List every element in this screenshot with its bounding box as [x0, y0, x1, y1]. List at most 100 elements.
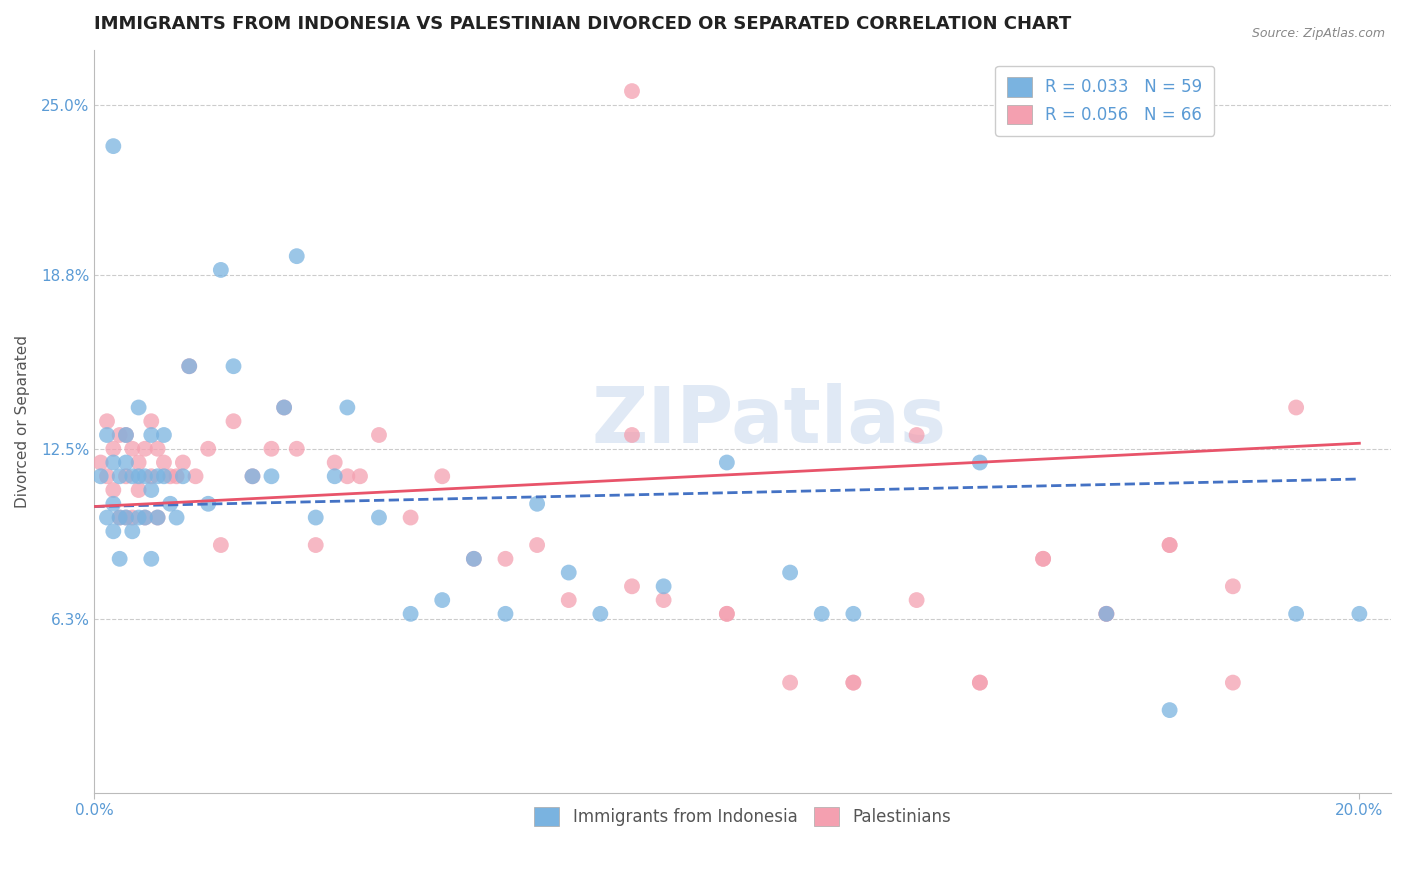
- Point: [179, 359, 201, 374]
- Point: [146, 510, 169, 524]
- Point: [242, 469, 264, 483]
- Point: [108, 469, 131, 483]
- Point: [159, 469, 181, 483]
- Point: [716, 607, 738, 621]
- Legend: Immigrants from Indonesia, Palestinians: Immigrants from Indonesia, Palestinians: [524, 797, 962, 837]
- Point: [103, 139, 125, 153]
- Point: [121, 510, 143, 524]
- Point: [969, 675, 991, 690]
- Point: [463, 551, 485, 566]
- Point: [96, 414, 118, 428]
- Point: [842, 607, 865, 621]
- Point: [273, 401, 295, 415]
- Point: [90, 469, 112, 483]
- Point: [115, 428, 138, 442]
- Point: [463, 551, 485, 566]
- Point: [209, 263, 232, 277]
- Point: [305, 538, 328, 552]
- Point: [197, 442, 219, 456]
- Point: [432, 593, 454, 607]
- Point: [96, 428, 118, 442]
- Point: [242, 469, 264, 483]
- Point: [146, 469, 169, 483]
- Point: [115, 456, 138, 470]
- Point: [1285, 401, 1308, 415]
- Point: [134, 510, 156, 524]
- Point: [184, 469, 207, 483]
- Point: [399, 510, 422, 524]
- Point: [128, 456, 150, 470]
- Point: [121, 469, 143, 483]
- Point: [134, 469, 156, 483]
- Point: [141, 551, 163, 566]
- Point: [103, 456, 125, 470]
- Point: [1095, 607, 1118, 621]
- Point: [323, 469, 346, 483]
- Point: [336, 469, 359, 483]
- Point: [103, 497, 125, 511]
- Point: [115, 469, 138, 483]
- Point: [103, 524, 125, 539]
- Point: [128, 483, 150, 497]
- Point: [1095, 607, 1118, 621]
- Point: [1222, 675, 1244, 690]
- Point: [90, 456, 112, 470]
- Point: [368, 428, 391, 442]
- Point: [842, 675, 865, 690]
- Point: [495, 607, 517, 621]
- Point: [810, 607, 832, 621]
- Point: [716, 456, 738, 470]
- Point: [842, 675, 865, 690]
- Point: [134, 510, 156, 524]
- Point: [432, 469, 454, 483]
- Point: [115, 510, 138, 524]
- Point: [558, 593, 581, 607]
- Point: [652, 579, 675, 593]
- Point: [115, 510, 138, 524]
- Point: [368, 510, 391, 524]
- Point: [323, 456, 346, 470]
- Point: [285, 442, 308, 456]
- Point: [146, 510, 169, 524]
- Point: [141, 428, 163, 442]
- Point: [1159, 538, 1181, 552]
- Point: [620, 84, 643, 98]
- Point: [222, 359, 245, 374]
- Point: [115, 428, 138, 442]
- Point: [349, 469, 371, 483]
- Point: [146, 442, 169, 456]
- Point: [779, 675, 801, 690]
- Point: [172, 456, 194, 470]
- Point: [179, 359, 201, 374]
- Point: [108, 510, 131, 524]
- Point: [969, 456, 991, 470]
- Point: [969, 675, 991, 690]
- Y-axis label: Divorced or Separated: Divorced or Separated: [15, 334, 30, 508]
- Point: [197, 497, 219, 511]
- Point: [108, 428, 131, 442]
- Point: [495, 551, 517, 566]
- Point: [108, 510, 131, 524]
- Point: [1159, 538, 1181, 552]
- Point: [1222, 579, 1244, 593]
- Point: [905, 593, 928, 607]
- Point: [1032, 551, 1054, 566]
- Point: [103, 442, 125, 456]
- Point: [285, 249, 308, 263]
- Point: [128, 510, 150, 524]
- Point: [159, 497, 181, 511]
- Point: [153, 456, 176, 470]
- Point: [141, 483, 163, 497]
- Point: [620, 428, 643, 442]
- Point: [652, 593, 675, 607]
- Point: [96, 469, 118, 483]
- Point: [96, 510, 118, 524]
- Point: [128, 401, 150, 415]
- Point: [1032, 551, 1054, 566]
- Text: ZIPatlas: ZIPatlas: [591, 384, 946, 459]
- Point: [141, 414, 163, 428]
- Point: [172, 469, 194, 483]
- Point: [153, 428, 176, 442]
- Point: [336, 401, 359, 415]
- Point: [103, 483, 125, 497]
